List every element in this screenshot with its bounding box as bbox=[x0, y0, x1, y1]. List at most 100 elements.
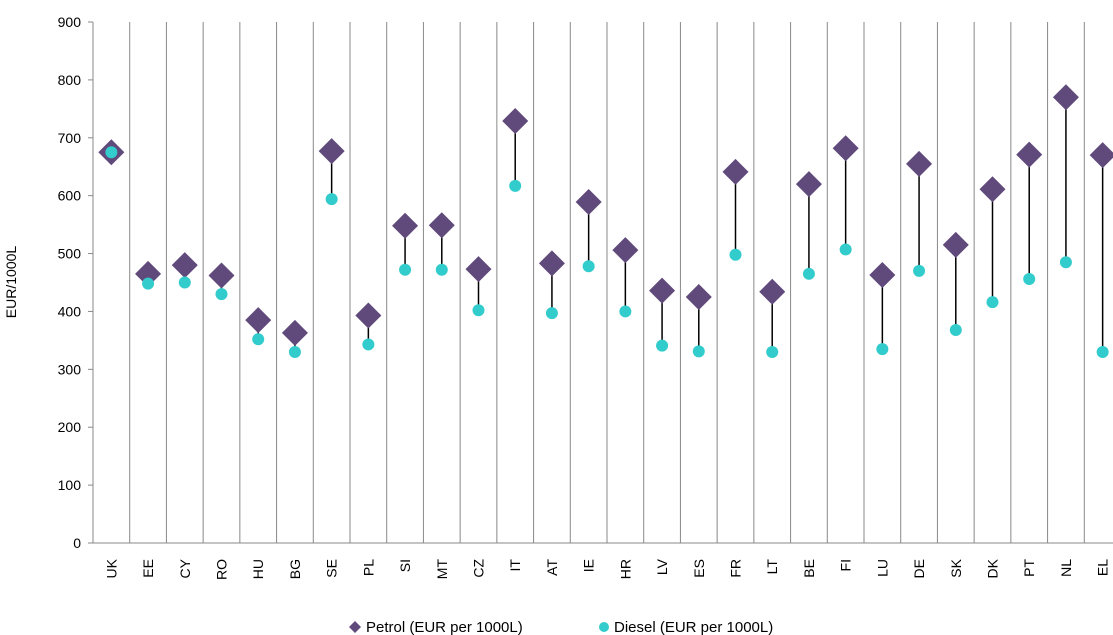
petrol-point bbox=[1089, 142, 1113, 169]
diesel-point bbox=[362, 338, 375, 351]
y-tick-label: 800 bbox=[58, 72, 82, 88]
legend-petrol-label: Petrol (EUR per 1000L) bbox=[366, 619, 523, 635]
x-tick-label: CZ bbox=[471, 559, 487, 578]
petrol-point bbox=[685, 283, 712, 310]
x-tick-label: MT bbox=[434, 559, 450, 580]
diesel-point bbox=[913, 264, 926, 277]
diesel-point bbox=[839, 243, 852, 256]
diesel-point bbox=[215, 288, 228, 301]
x-tick-label: AT bbox=[544, 559, 560, 576]
x-tick-label: LU bbox=[874, 559, 890, 577]
diesel-point bbox=[252, 333, 265, 346]
petrol-point bbox=[428, 212, 455, 239]
legend-petrol-marker bbox=[349, 621, 361, 633]
x-tick-label: ES bbox=[691, 559, 707, 578]
diesel-point bbox=[399, 263, 412, 276]
petrol-point bbox=[502, 107, 529, 134]
x-tick-label: DK bbox=[985, 558, 1001, 578]
petrol-point bbox=[1016, 141, 1043, 168]
petrol-point bbox=[832, 135, 859, 162]
y-axis-label: EUR/1000L bbox=[3, 246, 19, 319]
legend-diesel-marker bbox=[599, 622, 609, 632]
petrol-point bbox=[208, 262, 235, 289]
y-tick-label: 400 bbox=[58, 303, 82, 319]
petrol-point bbox=[759, 278, 786, 305]
petrol-point bbox=[979, 176, 1006, 203]
diesel-point bbox=[288, 345, 301, 358]
petrol-point bbox=[722, 158, 749, 185]
petrol-point bbox=[465, 256, 492, 283]
x-tick-label: SE bbox=[324, 559, 340, 578]
diesel-point bbox=[509, 179, 522, 192]
x-tick-label: HR bbox=[617, 559, 633, 579]
x-tick-label: PT bbox=[1021, 559, 1037, 577]
y-tick-label: 200 bbox=[58, 419, 82, 435]
x-tick-label: UK bbox=[103, 558, 119, 578]
y-axis: 0 100 200 300 400 500 600 700 800 900 bbox=[58, 14, 93, 551]
y-tick-label: 600 bbox=[58, 188, 82, 204]
x-tick-label: EL bbox=[1095, 559, 1111, 576]
diesel-point bbox=[1059, 256, 1072, 269]
x-tick-label: LT bbox=[764, 559, 780, 575]
x-tick-label: FI bbox=[838, 559, 854, 571]
diesel-point bbox=[142, 277, 155, 290]
petrol-point bbox=[1052, 84, 1079, 111]
x-tick-label: FR bbox=[728, 559, 744, 578]
petrol-point bbox=[538, 250, 565, 277]
petrol-point bbox=[318, 138, 345, 165]
diesel-point bbox=[1096, 345, 1109, 358]
x-axis: UK EE CY RO HU BG SE PL SI MT CZ IT AT IE HR LV ES FR LT BE… bbox=[93, 542, 1113, 580]
legend-diesel-label: Diesel (EUR per 1000L) bbox=[614, 619, 773, 635]
diesel-point bbox=[178, 276, 191, 289]
x-tick-label: DE bbox=[911, 559, 927, 578]
petrol-point bbox=[795, 171, 822, 198]
x-tick-label: CY bbox=[177, 558, 193, 578]
x-tick-label: PL bbox=[360, 559, 376, 576]
y-tick-label: 100 bbox=[58, 477, 82, 493]
diesel-point bbox=[949, 323, 962, 336]
y-tick-label: 300 bbox=[58, 361, 82, 377]
diesel-point bbox=[692, 345, 705, 358]
diesel-point bbox=[986, 296, 999, 309]
marks bbox=[98, 84, 1113, 358]
petrol-point bbox=[869, 261, 896, 288]
petrol-point bbox=[612, 237, 639, 264]
x-tick-label: BE bbox=[801, 559, 817, 578]
petrol-point bbox=[171, 252, 198, 279]
diesel-point bbox=[1023, 273, 1036, 286]
diesel-point bbox=[656, 339, 669, 352]
x-tick-label: IT bbox=[507, 559, 523, 572]
y-tick-label: 0 bbox=[73, 535, 81, 551]
y-tick-label: 500 bbox=[58, 246, 82, 262]
diesel-point bbox=[802, 267, 815, 280]
y-tick-label: 900 bbox=[58, 14, 82, 30]
x-tick-label: HU bbox=[250, 559, 266, 579]
petrol-point bbox=[906, 150, 933, 177]
x-tick-label: SK bbox=[948, 558, 964, 577]
diesel-point bbox=[472, 304, 485, 317]
diesel-point bbox=[545, 307, 558, 320]
x-tick-label: LV bbox=[654, 558, 670, 575]
legend: Petrol (EUR per 1000L) Diesel (EUR per 10… bbox=[349, 619, 773, 635]
petrol-point bbox=[355, 302, 382, 329]
petrol-point bbox=[392, 212, 419, 239]
diesel-point bbox=[582, 260, 595, 273]
gridlines bbox=[92, 22, 1085, 543]
diesel-point bbox=[766, 345, 779, 358]
y-tick-label: 700 bbox=[58, 130, 82, 146]
diesel-point bbox=[435, 263, 448, 276]
x-tick-label: NL bbox=[1058, 559, 1074, 577]
diesel-point bbox=[619, 305, 632, 318]
x-tick-label: EE bbox=[140, 559, 156, 578]
petrol-point bbox=[135, 260, 162, 287]
petrol-point bbox=[281, 319, 308, 346]
petrol-point bbox=[245, 307, 272, 334]
diesel-point bbox=[105, 146, 118, 159]
petrol-point bbox=[649, 277, 676, 304]
petrol-point bbox=[942, 231, 969, 258]
x-tick-label: IE bbox=[581, 559, 597, 572]
x-tick-label: BG bbox=[287, 559, 303, 579]
petrol-point bbox=[575, 189, 602, 216]
x-tick-label: RO bbox=[214, 559, 230, 580]
